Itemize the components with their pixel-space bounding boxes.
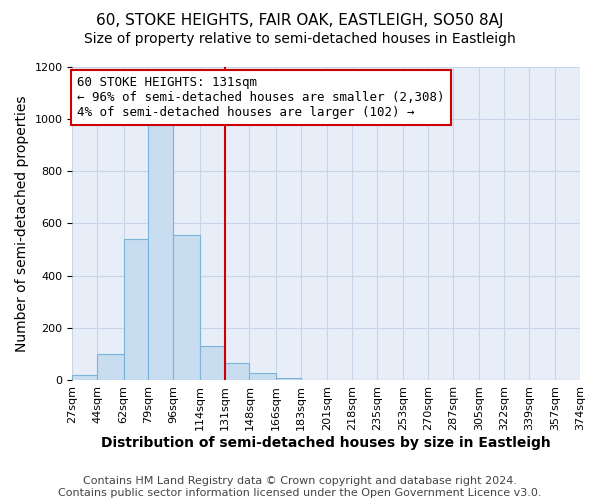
Bar (250, 372, 276, 380)
Bar (73, 375, 97, 380)
Bar (200, 346, 224, 380)
Bar (148, 126, 173, 380)
Text: Contains HM Land Registry data © Crown copyright and database right 2024.
Contai: Contains HM Land Registry data © Crown c… (58, 476, 542, 498)
Y-axis label: Number of semi-detached properties: Number of semi-detached properties (15, 95, 29, 351)
Text: Size of property relative to semi-detached houses in Eastleigh: Size of property relative to semi-detach… (84, 32, 516, 46)
Bar (276, 378, 301, 380)
Bar (97, 354, 124, 380)
Bar (224, 364, 250, 380)
Bar (173, 236, 200, 380)
Text: 60, STOKE HEIGHTS, FAIR OAK, EASTLEIGH, SO50 8AJ: 60, STOKE HEIGHTS, FAIR OAK, EASTLEIGH, … (96, 12, 504, 28)
Bar (124, 239, 148, 380)
X-axis label: Distribution of semi-detached houses by size in Eastleigh: Distribution of semi-detached houses by … (101, 436, 551, 450)
Text: 60 STOKE HEIGHTS: 131sqm
← 96% of semi-detached houses are smaller (2,308)
4% of: 60 STOKE HEIGHTS: 131sqm ← 96% of semi-d… (77, 76, 445, 119)
